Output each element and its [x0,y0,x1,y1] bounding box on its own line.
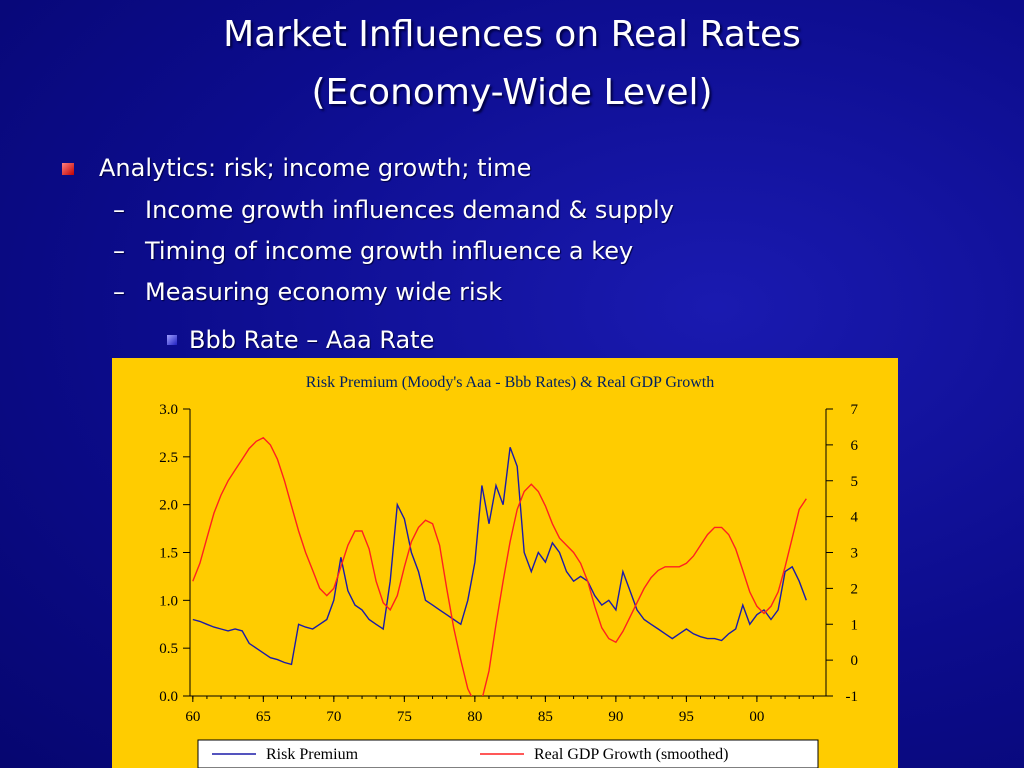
y-tick-label: 1.0 [159,593,178,609]
y2-tick-label: 7 [851,402,859,418]
y-tick-label: 2.5 [159,450,178,466]
sub-bullet: Timing of income growth influence a key [145,237,634,265]
bullet: Analytics: risk; income growth; time [99,154,532,182]
x-tick-label: 70 [326,709,341,725]
y-tick-label: 2.0 [159,498,178,514]
y2-tick-label: 0 [851,653,859,669]
dash: – [113,278,125,306]
y2-tick-label: 5 [851,474,859,490]
dash: – [113,237,125,265]
slide-title: Market Influences on Real Rates (Economy… [0,6,1024,122]
chart: Risk Premium (Moody's Aaa - Bbb Rates) &… [112,358,898,768]
x-tick-label: 95 [679,709,694,725]
x-tick-label: 75 [397,709,412,725]
y-tick-label: 3.0 [159,402,178,418]
x-tick-label: 00 [749,709,764,725]
y2-tick-label: 6 [851,438,859,454]
title-line: (Economy-Wide Level) [311,72,713,113]
y-tick-label: 1.5 [159,546,178,562]
y2-tick-label: 2 [851,581,859,597]
x-tick-label: 65 [256,709,271,725]
chart-title: Risk Premium (Moody's Aaa - Bbb Rates) &… [306,374,714,391]
series-line [192,436,807,696]
sub-bullet: Income growth influences demand & supply [145,196,674,224]
series-line [192,447,807,666]
bullet-icon [62,163,74,175]
y-tick-label: 0.5 [159,641,178,657]
x-tick-label: 85 [538,709,553,725]
y-tick-label: 0.0 [159,689,178,705]
sub-bullet: Measuring economy wide risk [145,278,503,306]
x-tick-label: 90 [608,709,623,725]
x-tick-label: 80 [467,709,482,725]
bullet-icon [167,335,177,345]
title-line: Market Influences on Real Rates [223,14,801,55]
y2-tick-label: -1 [846,689,859,705]
dash: – [113,196,125,224]
legend-label: Real GDP Growth (smoothed) [534,746,729,763]
x-tick-label: 60 [185,709,200,725]
y2-tick-label: 1 [851,617,859,633]
legend-label: Risk Premium [266,746,359,763]
y2-tick-label: 4 [851,510,859,526]
sub-sub-bullet: Bbb Rate – Aaa Rate [189,326,435,354]
y2-tick-label: 3 [851,546,859,562]
chart-background [112,358,898,768]
